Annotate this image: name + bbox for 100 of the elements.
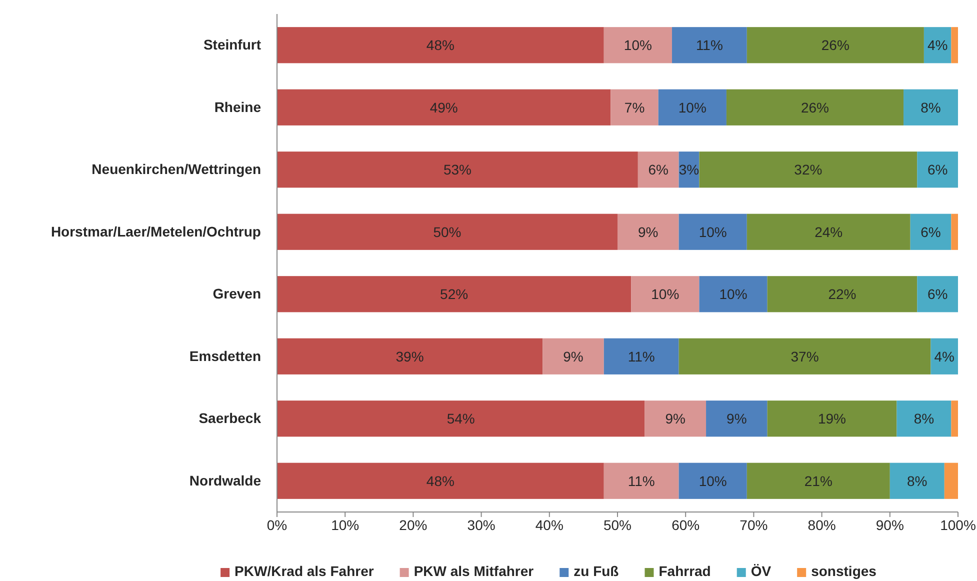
x-tick-label: 100% (940, 516, 976, 533)
data-label: 10% (678, 99, 706, 116)
data-label: 10% (651, 286, 680, 302)
y-tick-label: Horstmar/Laer/Metelen/Ochtrup (50, 223, 261, 240)
bar (746, 27, 924, 64)
bar (910, 214, 952, 250)
data-label: 9% (638, 224, 658, 240)
bar (277, 214, 618, 250)
bar (542, 338, 604, 374)
data-label: 10% (698, 472, 727, 489)
legend-label: PKW als Mitfahrer (414, 563, 534, 579)
data-label: 6% (920, 224, 941, 240)
data-label: 11% (696, 37, 723, 54)
bar (917, 276, 958, 312)
data-label: 8% (907, 472, 928, 489)
data-label: 11% (628, 348, 655, 364)
y-tick-label: Saerbeck (198, 410, 262, 426)
legend-label: Fahrrad (658, 563, 711, 579)
bar (610, 89, 658, 126)
data-label: 4% (934, 348, 954, 364)
y-tick-label: Emsdetten (189, 348, 261, 364)
data-label: 50% (433, 224, 462, 240)
y-tick-label: Rheine (214, 98, 262, 115)
bar (678, 462, 747, 499)
bar (644, 400, 706, 437)
data-label: 48% (426, 37, 454, 54)
bar (604, 462, 679, 499)
legend-label: ÖV (750, 563, 772, 579)
bar (277, 89, 611, 126)
data-label: 24% (814, 224, 843, 240)
data-label: 37% (790, 348, 819, 364)
bar (672, 27, 747, 64)
bar (277, 276, 632, 312)
data-label: 52% (440, 286, 468, 302)
data-label: 21% (804, 472, 832, 489)
bar (699, 152, 918, 188)
data-label: 9% (726, 410, 747, 427)
data-label: 54% (446, 410, 475, 427)
bar (896, 400, 952, 437)
data-label: 53% (443, 162, 472, 178)
bar (746, 462, 890, 499)
legend-label: sonstiges (811, 563, 877, 579)
x-tick-label: 70% (740, 516, 768, 533)
bar (944, 462, 958, 499)
bar (917, 152, 958, 188)
bar (604, 27, 672, 64)
bar (658, 89, 726, 126)
bar (277, 338, 543, 374)
bar (951, 400, 958, 437)
y-tick-label: Neuenkirchen/Wettringen (92, 161, 261, 178)
x-tick-label: 90% (876, 516, 904, 533)
y-tick-label: Steinfurt (203, 36, 262, 53)
data-label: 6% (927, 286, 948, 302)
x-tick-label: 50% (603, 516, 632, 533)
bar (706, 400, 768, 437)
data-label: 32% (794, 162, 822, 178)
x-tick-label: 10% (331, 516, 360, 533)
bar (767, 276, 918, 312)
bar (277, 462, 604, 499)
legend-label: zu Fuß (574, 563, 620, 579)
y-tick-label: Greven (212, 286, 261, 302)
x-tick-label: 40% (535, 516, 564, 533)
legend-label: PKW/Krad als Fahrer (234, 563, 374, 579)
data-label: 11% (628, 472, 655, 489)
bar (746, 214, 910, 250)
data-label: 49% (430, 99, 458, 116)
bar (699, 276, 768, 312)
x-tick-label: 0% (266, 516, 288, 533)
bar (951, 27, 958, 64)
bar (277, 152, 638, 188)
bar (726, 89, 904, 126)
data-label: 10% (698, 224, 727, 240)
x-tick-label: 60% (672, 516, 700, 533)
data-label: 26% (800, 99, 830, 116)
data-label: 19% (818, 410, 846, 427)
x-tick-label: 20% (399, 516, 428, 533)
data-label: 10% (624, 37, 652, 54)
bar (678, 214, 747, 250)
data-label: 48% (426, 472, 454, 489)
data-label: 4% (927, 37, 948, 54)
bar (951, 214, 958, 250)
bar (638, 152, 679, 188)
x-tick-label: 80% (808, 516, 836, 533)
bar (604, 338, 679, 374)
data-label: 6% (648, 162, 668, 178)
data-label: 10% (719, 286, 748, 302)
bar (767, 400, 897, 437)
bar (678, 338, 931, 374)
data-label: 9% (563, 348, 584, 364)
data-label: 6% (927, 162, 948, 178)
bar (890, 462, 944, 499)
data-label: 8% (920, 99, 941, 116)
y-tick-label: Nordwalde (189, 472, 262, 488)
bar (904, 89, 958, 126)
bar (618, 214, 679, 250)
data-label: 7% (624, 99, 645, 116)
data-label: 26% (821, 37, 850, 54)
bar (277, 400, 645, 437)
data-label: 9% (665, 410, 686, 427)
data-label: 8% (914, 410, 934, 427)
